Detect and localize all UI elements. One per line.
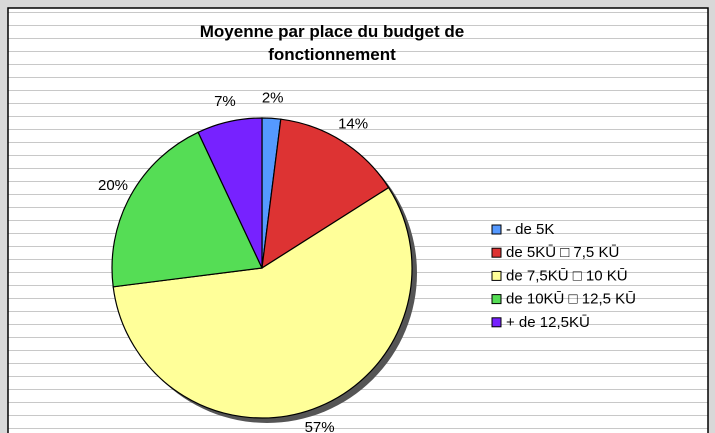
chart-title: Moyenne par place du budget de fonctionn…: [199, 22, 465, 64]
legend-label: de 5KŪ □ 7,5 KŪ: [506, 244, 619, 261]
legend-swatch: [491, 270, 502, 281]
slice-label: 2%: [262, 89, 284, 106]
legend-label: - de 5K: [506, 221, 554, 238]
pie-slice: [197, 117, 263, 269]
legend-swatch: [491, 247, 502, 258]
slice-label: 7%: [214, 93, 236, 110]
pie-slice: [112, 186, 413, 419]
pie-slice: [261, 118, 390, 270]
legend-swatch: [491, 317, 502, 328]
slice-label: 57%: [305, 419, 335, 433]
legend-label: + de 12,5KŪ: [506, 314, 590, 331]
legend-swatch: [491, 224, 502, 235]
slice-label: 14%: [338, 115, 368, 132]
slice-label: 20%: [98, 177, 128, 194]
pie-slice: [111, 131, 263, 288]
legend-swatch: [491, 294, 502, 305]
legend-label: de 7,5KŪ □ 10 KŪ: [506, 267, 628, 284]
legend-label: de 10KŪ □ 12,5 KŪ: [506, 291, 636, 308]
